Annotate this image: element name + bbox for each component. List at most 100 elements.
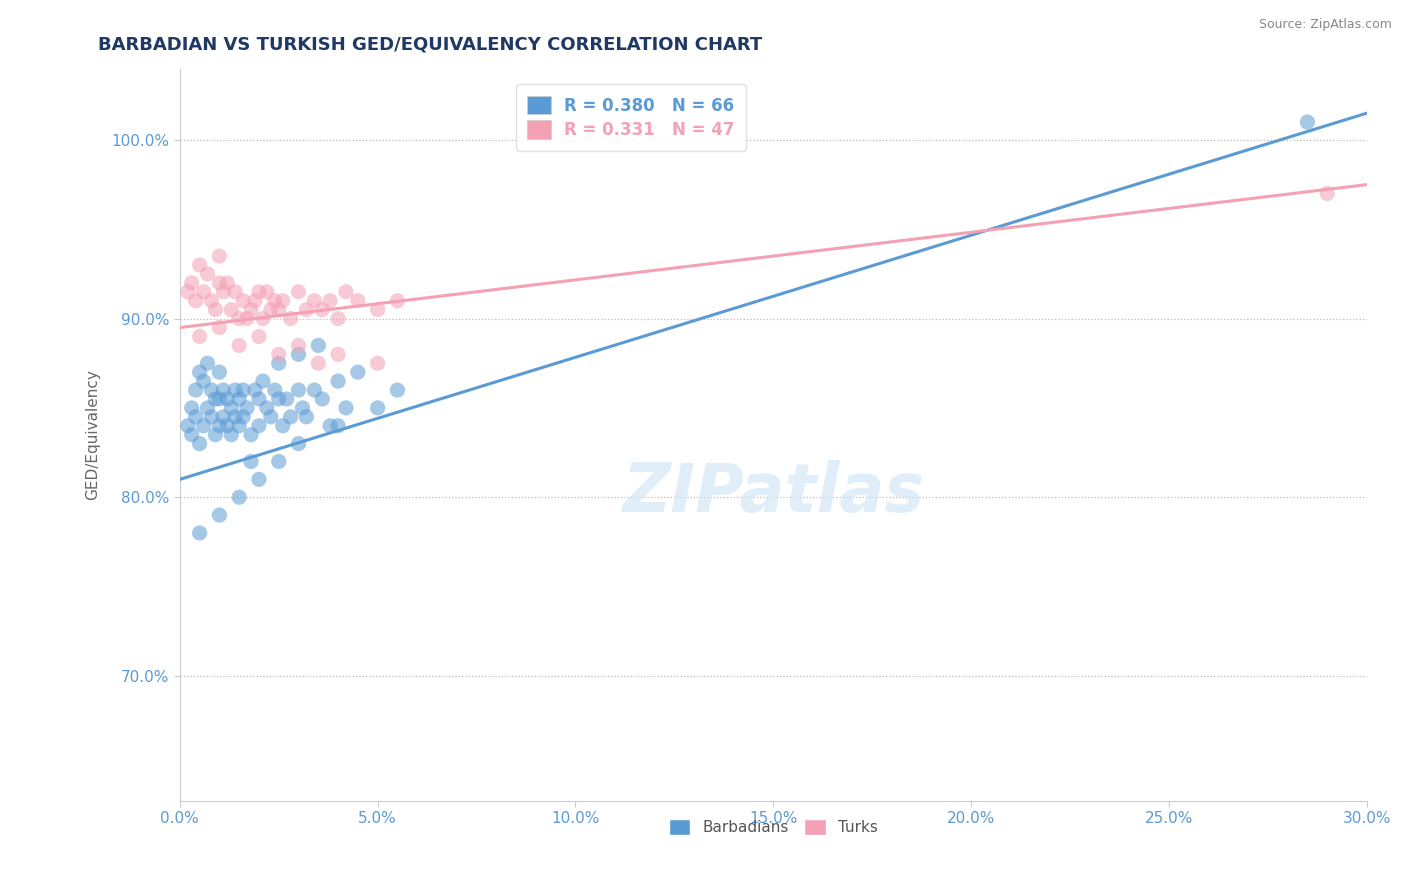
Point <box>197 401 219 415</box>
Point <box>208 392 231 406</box>
Point <box>228 490 250 504</box>
Point <box>193 285 215 299</box>
Point <box>260 409 283 424</box>
Point <box>252 374 274 388</box>
Point <box>256 401 278 415</box>
Point <box>188 365 211 379</box>
Point <box>224 383 246 397</box>
Point <box>387 293 409 308</box>
Point <box>232 409 254 424</box>
Point <box>193 374 215 388</box>
Point <box>236 311 259 326</box>
Point <box>267 302 290 317</box>
Point <box>204 427 226 442</box>
Point <box>240 454 263 468</box>
Point <box>208 365 231 379</box>
Point <box>232 293 254 308</box>
Point <box>267 356 290 370</box>
Point <box>180 401 202 415</box>
Point <box>260 302 283 317</box>
Point <box>271 293 294 308</box>
Point <box>208 276 231 290</box>
Point <box>204 302 226 317</box>
Point <box>232 383 254 397</box>
Point <box>252 311 274 326</box>
Point <box>256 285 278 299</box>
Point <box>276 392 298 406</box>
Point <box>219 427 242 442</box>
Point <box>184 293 207 308</box>
Point <box>208 508 231 522</box>
Point <box>267 392 290 406</box>
Point <box>295 302 318 317</box>
Text: BARBADIAN VS TURKISH GED/EQUIVALENCY CORRELATION CHART: BARBADIAN VS TURKISH GED/EQUIVALENCY COR… <box>98 36 762 54</box>
Point <box>247 329 270 343</box>
Point <box>217 276 239 290</box>
Y-axis label: GED/Equivalency: GED/Equivalency <box>86 369 100 500</box>
Point <box>200 409 222 424</box>
Point <box>177 418 200 433</box>
Text: Source: ZipAtlas.com: Source: ZipAtlas.com <box>1258 18 1392 31</box>
Point <box>247 418 270 433</box>
Point <box>367 356 389 370</box>
Point <box>311 392 333 406</box>
Point <box>177 285 200 299</box>
Point <box>188 258 211 272</box>
Point <box>188 525 211 540</box>
Point <box>271 418 294 433</box>
Point <box>184 409 207 424</box>
Point <box>208 418 231 433</box>
Point <box>287 338 309 352</box>
Point <box>326 374 349 388</box>
Point <box>188 329 211 343</box>
Point <box>197 356 219 370</box>
Point <box>367 401 389 415</box>
Point <box>1316 186 1339 201</box>
Point <box>387 383 409 397</box>
Point <box>304 293 326 308</box>
Point <box>200 293 222 308</box>
Point <box>335 401 357 415</box>
Point <box>219 401 242 415</box>
Point <box>228 311 250 326</box>
Point <box>236 401 259 415</box>
Point <box>243 383 266 397</box>
Point <box>228 418 250 433</box>
Point <box>212 409 235 424</box>
Point <box>287 436 309 450</box>
Point <box>304 383 326 397</box>
Point <box>240 302 263 317</box>
Point <box>287 285 309 299</box>
Point <box>208 249 231 263</box>
Point <box>204 392 226 406</box>
Point <box>326 347 349 361</box>
Point <box>367 302 389 317</box>
Point <box>188 436 211 450</box>
Point <box>335 285 357 299</box>
Point <box>280 311 302 326</box>
Point <box>243 293 266 308</box>
Point <box>287 383 309 397</box>
Point <box>280 409 302 424</box>
Point <box>1296 115 1319 129</box>
Point <box>224 409 246 424</box>
Point <box>267 347 290 361</box>
Point <box>291 401 314 415</box>
Point <box>347 293 370 308</box>
Point <box>319 418 342 433</box>
Point <box>219 302 242 317</box>
Point <box>197 267 219 281</box>
Point <box>212 383 235 397</box>
Point <box>224 285 246 299</box>
Point <box>217 392 239 406</box>
Point <box>326 311 349 326</box>
Point <box>307 338 329 352</box>
Point <box>295 409 318 424</box>
Point <box>208 320 231 334</box>
Point <box>287 347 309 361</box>
Point <box>200 383 222 397</box>
Point <box>326 418 349 433</box>
Point <box>267 454 290 468</box>
Point <box>217 418 239 433</box>
Point <box>263 293 285 308</box>
